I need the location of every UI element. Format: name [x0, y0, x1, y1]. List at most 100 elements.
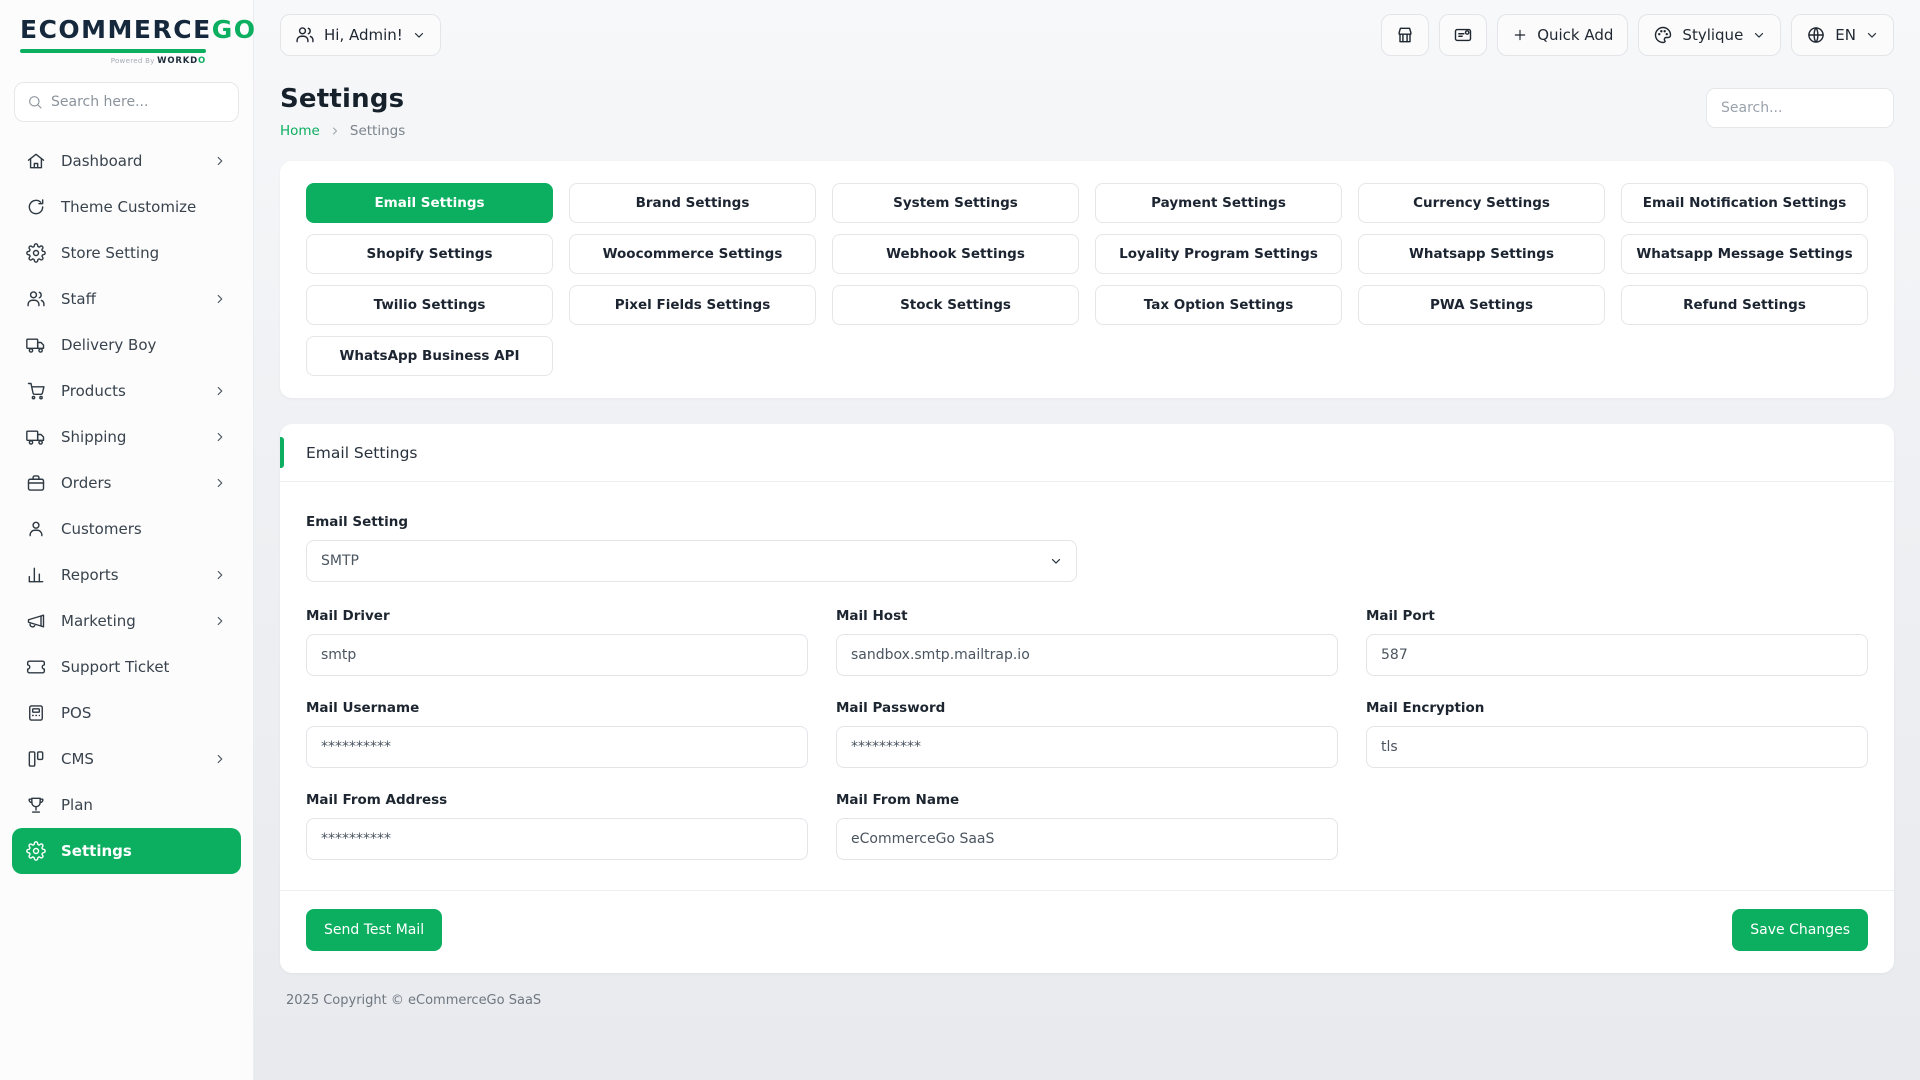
mail-templates-button[interactable] — [1439, 14, 1488, 56]
tab-whatsapp-business-api[interactable]: WhatsApp Business API — [306, 336, 553, 376]
tab-webhook-settings[interactable]: Webhook Settings — [832, 234, 1079, 274]
sidebar-item-plan[interactable]: Plan — [12, 782, 241, 828]
tab-brand-settings[interactable]: Brand Settings — [569, 183, 816, 223]
chevron-down-icon — [1752, 28, 1766, 42]
sidebar-item-customers[interactable]: Customers — [12, 506, 241, 552]
page-content: Settings Home Settings Email Settings Bra… — [254, 70, 1920, 1080]
sidebar-item-label: Plan — [61, 795, 93, 814]
chevron-right-icon — [213, 476, 227, 490]
tab-whatsapp-settings[interactable]: Whatsapp Settings — [1358, 234, 1605, 274]
sidebar-item-products[interactable]: Products — [12, 368, 241, 414]
sidebar-item-support-ticket[interactable]: Support Ticket — [12, 644, 241, 690]
mail-driver-input[interactable] — [306, 634, 808, 676]
chevron-right-icon — [329, 125, 341, 137]
sidebar-search — [14, 81, 239, 122]
language-label: EN — [1835, 26, 1856, 44]
page-search-input[interactable] — [1706, 88, 1894, 128]
tab-currency-settings[interactable]: Currency Settings — [1358, 183, 1605, 223]
chevron-down-icon — [1865, 28, 1879, 42]
tab-system-settings[interactable]: System Settings — [832, 183, 1079, 223]
tab-shopify-settings[interactable]: Shopify Settings — [306, 234, 553, 274]
tab-email-settings[interactable]: Email Settings — [306, 183, 553, 223]
mail-port-input[interactable] — [1366, 634, 1868, 676]
products-cart-icon — [26, 381, 46, 401]
sidebar-item-store-setting[interactable]: Store Setting — [12, 230, 241, 276]
page-header: Settings Home Settings — [280, 84, 1894, 139]
tab-woocommerce-settings[interactable]: Woocommerce Settings — [569, 234, 816, 274]
storefront-button[interactable] — [1381, 14, 1430, 56]
sidebar-item-theme-customize[interactable]: Theme Customize — [12, 184, 241, 230]
chevron-down-icon — [412, 28, 426, 42]
chevron-right-icon — [213, 752, 227, 766]
field-mail-host: Mail Host — [836, 608, 1338, 676]
sidebar-search-input[interactable] — [51, 93, 226, 110]
search-icon — [27, 94, 43, 110]
field-label: Mail From Address — [306, 792, 448, 808]
mail-host-input[interactable] — [836, 634, 1338, 676]
sidebar-item-label: Theme Customize — [61, 197, 197, 216]
divider — [280, 890, 1894, 891]
sidebar-item-orders[interactable]: Orders — [12, 460, 241, 506]
sidebar-item-delivery-boy[interactable]: Delivery Boy — [12, 322, 241, 368]
mail-icon — [1453, 25, 1473, 45]
sidebar-item-shipping[interactable]: Shipping — [12, 414, 241, 460]
tab-twilio-settings[interactable]: Twilio Settings — [306, 285, 553, 325]
sidebar-item-cms[interactable]: CMS — [12, 736, 241, 782]
field-label: Mail From Name — [836, 792, 960, 808]
section-title: Email Settings — [306, 443, 418, 462]
tab-payment-settings[interactable]: Payment Settings — [1095, 183, 1342, 223]
mail-from-address-input[interactable] — [306, 818, 808, 860]
orders-bag-icon — [26, 473, 46, 493]
settings-gear-icon — [26, 840, 46, 861]
sidebar-item-pos[interactable]: POS — [12, 690, 241, 736]
quick-add-button[interactable]: Quick Add — [1497, 14, 1629, 56]
sidebar-item-marketing[interactable]: Marketing — [12, 598, 241, 644]
sidebar-item-label: Customers — [61, 519, 142, 538]
sidebar: ECOMMERCEGO Powered By WORKDO Dashboard T… — [0, 0, 255, 1080]
tab-pixel-fields-settings[interactable]: Pixel Fields Settings — [569, 285, 816, 325]
pos-icon — [26, 703, 46, 723]
field-mail-from-address: Mail From Address — [306, 792, 808, 860]
quick-add-label: Quick Add — [1537, 26, 1614, 44]
tab-email-notification-settings[interactable]: Email Notification Settings — [1621, 183, 1868, 223]
mail-username-input[interactable] — [306, 726, 808, 768]
save-changes-button[interactable]: Save Changes — [1732, 909, 1868, 951]
theme-style-dropdown[interactable]: Stylique — [1638, 14, 1782, 56]
tab-whatsapp-message-settings[interactable]: Whatsapp Message Settings — [1621, 234, 1868, 274]
tab-loyality-program-settings[interactable]: Loyality Program Settings — [1095, 234, 1342, 274]
sidebar-item-reports[interactable]: Reports — [12, 552, 241, 598]
user-menu-button[interactable]: Hi, Admin! — [280, 14, 441, 56]
tab-stock-settings[interactable]: Stock Settings — [832, 285, 1079, 325]
chevron-right-icon — [213, 614, 227, 628]
globe-icon — [1806, 25, 1826, 45]
email-settings-fields: Mail Driver Mail Host Mail Port Mail Userna… — [306, 608, 1868, 860]
mail-password-input[interactable] — [836, 726, 1338, 768]
field-label: Mail Password — [836, 700, 946, 716]
mail-from-name-input[interactable] — [836, 818, 1338, 860]
email-settings-card: Email Settings Email Setting SMTP Mail D… — [280, 424, 1894, 973]
logo-text: ECOMMERCE — [20, 15, 212, 44]
powered-by: Powered By WORKDO — [20, 56, 206, 66]
email-setting-select[interactable]: SMTP — [306, 540, 1077, 582]
delivery-truck-icon — [26, 335, 46, 355]
send-test-mail-button[interactable]: Send Test Mail — [306, 909, 443, 951]
mail-encryption-input[interactable] — [1366, 726, 1868, 768]
shipping-truck-icon — [26, 427, 46, 447]
sidebar-item-staff[interactable]: Staff — [12, 276, 241, 322]
brand-logo[interactable]: ECOMMERCEGO Powered By WORKDO — [12, 14, 255, 66]
chevron-right-icon — [213, 292, 227, 306]
sidebar-item-label: Orders — [61, 473, 112, 492]
plan-trophy-icon — [26, 795, 46, 815]
breadcrumb-home-link[interactable]: Home — [280, 123, 320, 139]
field-mail-from-name: Mail From Name — [836, 792, 1338, 860]
field-mail-driver: Mail Driver — [306, 608, 808, 676]
tab-tax-option-settings[interactable]: Tax Option Settings — [1095, 285, 1342, 325]
theme-customize-icon — [26, 197, 46, 217]
user-greeting: Hi, Admin! — [324, 26, 403, 44]
sidebar-item-dashboard[interactable]: Dashboard — [12, 138, 241, 184]
language-dropdown[interactable]: EN — [1791, 14, 1894, 56]
tab-pwa-settings[interactable]: PWA Settings — [1358, 285, 1605, 325]
tab-refund-settings[interactable]: Refund Settings — [1621, 285, 1868, 325]
breadcrumb: Home Settings — [280, 123, 405, 139]
sidebar-item-settings[interactable]: Settings — [12, 827, 241, 874]
